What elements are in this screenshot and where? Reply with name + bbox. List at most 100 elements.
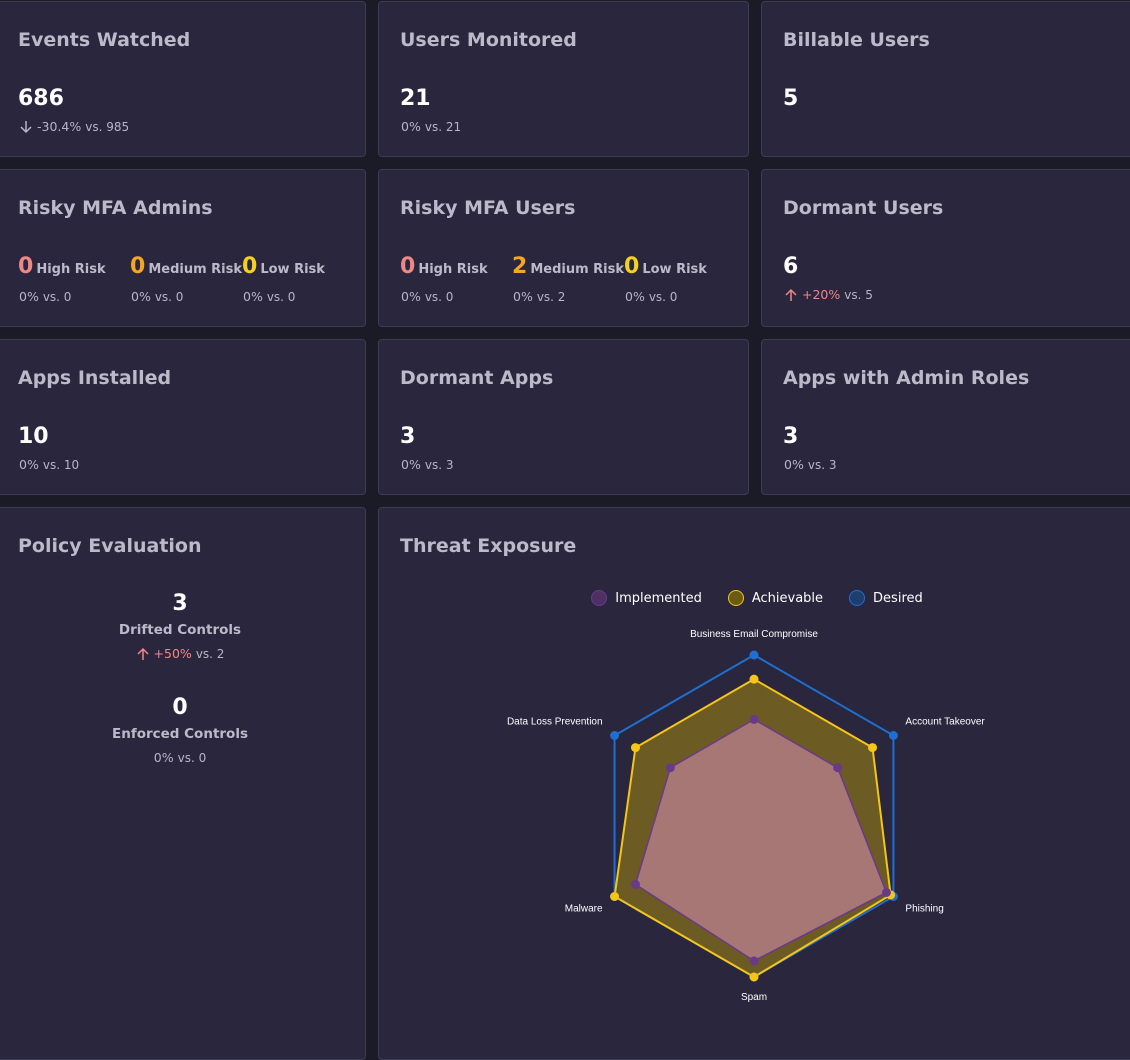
- enforced-value: 0: [172, 695, 188, 720]
- delta-percent: -30.4%: [37, 119, 82, 134]
- radar-point-achievable[interactable]: [749, 972, 759, 982]
- high-risk-label: High Risk: [418, 262, 488, 277]
- axis-label: Business Email Compromise: [690, 629, 818, 640]
- low-risk-label: Low Risk: [260, 262, 325, 277]
- delta-percent: 0%: [19, 457, 39, 472]
- card-title: Users Monitored: [400, 29, 577, 51]
- radar-point-implemented[interactable]: [665, 763, 675, 773]
- radar-point-implemented[interactable]: [833, 763, 843, 773]
- radar-point-achievable[interactable]: [868, 743, 878, 753]
- radar-point-achievable[interactable]: [610, 892, 620, 901]
- card-title: Billable Users: [783, 29, 930, 51]
- radar-point-implemented[interactable]: [881, 887, 891, 897]
- apps-admin-roles-card[interactable]: Apps with Admin Roles 3 0% vs. 3: [761, 339, 1130, 495]
- low-risk-value: 0: [242, 254, 258, 279]
- card-title: Events Watched: [18, 29, 191, 51]
- high-risk-value: 0: [400, 254, 416, 279]
- drifted-label: Drifted Controls: [118, 622, 242, 638]
- arrow-up-icon: [137, 647, 149, 660]
- medium-risk-value: 2: [512, 254, 528, 279]
- delta-percent: +20%: [802, 287, 841, 302]
- card-title: Policy Evaluation: [18, 535, 202, 557]
- delta-vs: vs. 3: [807, 457, 837, 472]
- medium-risk-label: Medium Risk: [530, 262, 625, 277]
- low-risk-stat: 0 Low Risk 0% vs. 0: [242, 254, 325, 304]
- card-title: Apps Installed: [18, 367, 172, 389]
- legend-implemented[interactable]: Implemented: [591, 590, 702, 606]
- card-title: Risky MFA Admins: [18, 197, 213, 219]
- medium-risk-stat: 0 Medium Risk 0% vs. 0: [130, 254, 243, 304]
- arrow-down-icon: [20, 120, 32, 133]
- low-risk-delta: 0% vs. 0: [625, 289, 678, 304]
- card-title: Apps with Admin Roles: [783, 367, 1030, 389]
- medium-risk-label: Medium Risk: [148, 262, 243, 277]
- apps-installed-card[interactable]: Apps Installed 10 0% vs. 10: [0, 339, 366, 495]
- metric-value: 10: [18, 424, 49, 449]
- metric-delta: -30.4% vs. 985: [19, 119, 129, 134]
- radar-point-achievable[interactable]: [749, 674, 759, 684]
- delta-vs: vs. 985: [85, 119, 130, 134]
- card-title: Threat Exposure: [400, 535, 577, 557]
- high-risk-delta: 0% vs. 0: [401, 289, 454, 304]
- metric-value: 686: [18, 86, 64, 111]
- metric-value: 5: [783, 86, 799, 111]
- legend-achievable[interactable]: Achievable: [727, 590, 824, 606]
- card-title: Dormant Users: [783, 197, 944, 219]
- users-monitored-card[interactable]: Users Monitored 21 0% vs. 21: [378, 1, 749, 157]
- high-risk-label: High Risk: [36, 262, 106, 277]
- enforced-label: Enforced Controls: [111, 726, 248, 742]
- legend-desired[interactable]: Desired: [849, 590, 923, 606]
- delta-percent: 0%: [784, 457, 804, 472]
- axis-label: Data Loss Prevention: [507, 717, 603, 728]
- radar-point-implemented[interactable]: [749, 714, 759, 724]
- legend-label: Desired: [873, 590, 923, 606]
- radar-point-achievable[interactable]: [630, 743, 640, 753]
- risky-mfa-users-card[interactable]: Risky MFA Users 0 High Risk 0% vs. 0 2 Med…: [378, 169, 749, 327]
- radar-point-desired[interactable]: [749, 650, 759, 660]
- legend-label: Achievable: [751, 590, 824, 606]
- legend-label: Implemented: [615, 590, 702, 606]
- medium-risk-value: 0: [130, 254, 146, 279]
- threat-exposure-card[interactable]: Threat Exposure Implemented Achievable D…: [378, 507, 1130, 1060]
- delta-vs: vs. 10: [42, 457, 80, 472]
- radar-point-implemented[interactable]: [749, 956, 759, 966]
- dormant-users-card[interactable]: Dormant Users 6 +20% vs. 5: [761, 169, 1130, 327]
- low-risk-value: 0: [624, 254, 640, 279]
- drifted-value: 3: [172, 591, 188, 616]
- delta-percent: 0%: [401, 457, 421, 472]
- billable-users-card[interactable]: Billable Users 5: [761, 1, 1130, 157]
- metric-value: 6: [783, 254, 799, 279]
- axis-label: Account Takeover: [905, 717, 985, 728]
- medium-risk-delta: 0% vs. 2: [513, 289, 566, 304]
- delta-vs: vs. 5: [844, 287, 873, 302]
- radar-point-implemented[interactable]: [630, 879, 640, 889]
- high-risk-stat: 0 High Risk 0% vs. 0: [18, 254, 106, 304]
- delta-vs: vs. 3: [424, 457, 454, 472]
- card-title: Risky MFA Users: [400, 197, 576, 219]
- axis-label: Spam: [741, 992, 767, 1003]
- arrow-up-icon: [785, 288, 797, 301]
- medium-risk-stat: 2 Medium Risk 0% vs. 2: [512, 254, 625, 304]
- high-risk-stat: 0 High Risk 0% vs. 0: [400, 254, 488, 304]
- risky-mfa-admins-card[interactable]: Risky MFA Admins 0 High Risk 0% vs. 0 0 Me…: [0, 169, 366, 327]
- radar-point-desired[interactable]: [888, 731, 898, 740]
- metric-delta: 0% vs. 3: [401, 457, 453, 472]
- low-risk-label: Low Risk: [642, 262, 707, 277]
- metric-value: 3: [783, 424, 799, 449]
- chart-legend: Implemented Achievable Desired: [379, 590, 1130, 606]
- radar-point-desired[interactable]: [610, 731, 620, 740]
- delta-vs: vs. 21: [424, 119, 462, 134]
- low-risk-delta: 0% vs. 0: [243, 289, 296, 304]
- axis-label: Malware: [565, 904, 603, 915]
- metric-delta: 0% vs. 21: [401, 119, 461, 134]
- policy-evaluation-card[interactable]: Policy Evaluation 3 Drifted Controls +50…: [0, 507, 366, 1060]
- low-risk-stat: 0 Low Risk 0% vs. 0: [624, 254, 707, 304]
- dormant-apps-card[interactable]: Dormant Apps 3 0% vs. 3: [378, 339, 749, 495]
- drifted-controls-stat: 3 Drifted Controls +50% vs. 2: [0, 591, 365, 661]
- high-risk-delta: 0% vs. 0: [19, 289, 72, 304]
- enforced-controls-stat: 0 Enforced Controls 0% vs. 0: [0, 695, 365, 765]
- events-watched-card[interactable]: Events Watched 686 -30.4% vs. 985: [0, 1, 366, 157]
- enforced-delta: 0% vs. 0: [153, 750, 207, 765]
- delta-percent: 0%: [401, 119, 421, 134]
- metric-delta: +20% vs. 5: [784, 287, 873, 302]
